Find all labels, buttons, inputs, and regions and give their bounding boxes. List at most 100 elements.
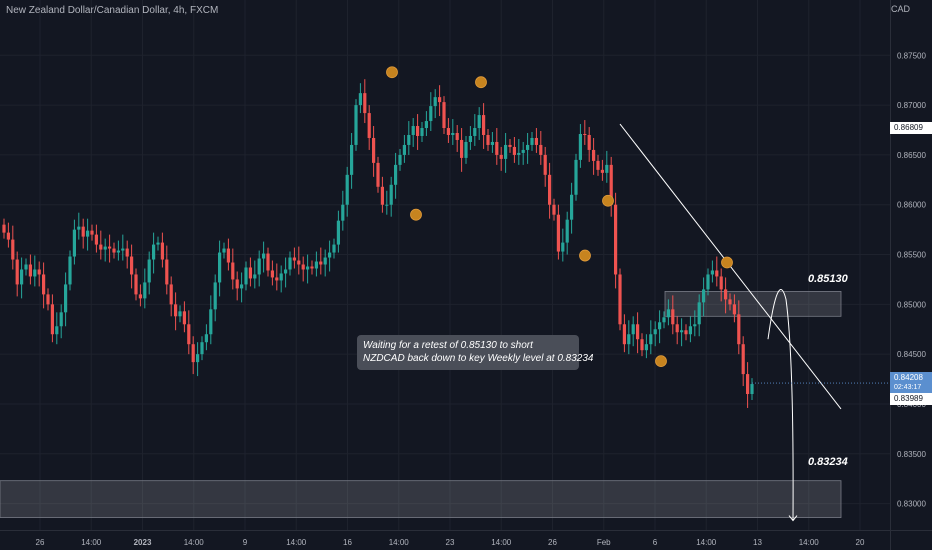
- candle-body: [116, 250, 120, 253]
- candle-body: [231, 262, 235, 280]
- candle-body: [490, 141, 494, 145]
- candle-body: [385, 204, 389, 206]
- candle-body: [468, 135, 472, 142]
- candle-body: [103, 246, 107, 250]
- candle-body: [420, 128, 424, 136]
- candle-body: [147, 259, 151, 283]
- candle-body: [750, 384, 754, 395]
- candle-body: [451, 133, 455, 135]
- swing-marker: [386, 66, 398, 79]
- candle-body: [486, 134, 490, 145]
- candle-body: [121, 248, 125, 251]
- candle-body: [424, 121, 428, 129]
- candle-body: [512, 146, 516, 155]
- candle-body: [332, 244, 336, 253]
- candle-body: [209, 309, 213, 335]
- candle-body: [358, 93, 362, 106]
- candle-body: [143, 282, 147, 299]
- candle-body: [728, 299, 732, 305]
- level-label-lower: 0.83234: [808, 456, 848, 468]
- candle-body: [200, 342, 204, 355]
- candle-body: [380, 186, 384, 205]
- candle-body: [578, 133, 582, 160]
- candle-body: [477, 115, 481, 129]
- x-tick-label: 26: [36, 538, 45, 547]
- candle-body: [55, 326, 59, 335]
- candle-body: [81, 226, 85, 237]
- candle-body: [442, 102, 446, 129]
- candle-body: [416, 126, 420, 136]
- candle-body: [741, 344, 745, 375]
- candle-body: [411, 126, 415, 135]
- candle-body: [270, 270, 274, 278]
- y-tick-label: 0.86500: [897, 151, 926, 160]
- candle-body: [196, 354, 200, 363]
- candle-body: [174, 304, 178, 317]
- candle-body: [77, 226, 81, 230]
- candle-body: [724, 289, 728, 300]
- candle-body: [561, 242, 565, 252]
- candle-body: [684, 330, 688, 335]
- candle-body: [138, 294, 142, 299]
- x-tick-label: 2023: [134, 538, 152, 547]
- candle-body: [631, 324, 635, 335]
- candle-body: [37, 269, 41, 275]
- candle-body: [398, 154, 402, 165]
- candle-body: [565, 219, 569, 243]
- note-line-1: Waiting for a retest of 0.85130 to short: [363, 340, 533, 351]
- candle-body: [86, 230, 90, 237]
- candle-body: [222, 248, 226, 253]
- candle-body: [429, 106, 433, 122]
- candle-body: [262, 253, 266, 259]
- candle-body: [125, 248, 129, 257]
- candle-body: [94, 234, 98, 245]
- swing-marker: [721, 256, 733, 269]
- candle-body: [46, 294, 50, 305]
- candle-body: [596, 160, 600, 170]
- x-tick-label: 16: [343, 538, 352, 547]
- candle-body: [376, 162, 380, 187]
- candle-body: [130, 256, 134, 275]
- candle-body: [662, 317, 666, 323]
- candle-body: [350, 144, 354, 175]
- candle-body: [504, 144, 508, 159]
- candle-body: [622, 324, 626, 345]
- candle-body: [244, 267, 248, 285]
- candle-body: [90, 230, 94, 235]
- candle-body: [292, 257, 296, 261]
- x-tick-label: 14:00: [184, 538, 205, 547]
- candle-body: [248, 267, 252, 279]
- x-tick-label: 13: [753, 538, 762, 547]
- candle-body: [473, 128, 477, 136]
- x-tick-label: 14:00: [286, 538, 307, 547]
- candle-body: [72, 229, 76, 257]
- candle-body: [464, 141, 468, 158]
- candle-body: [517, 152, 521, 155]
- candle-body: [372, 137, 376, 163]
- x-tick-label: 26: [548, 538, 557, 547]
- candle-body: [697, 302, 701, 325]
- candle-body: [737, 314, 741, 345]
- candle-body: [257, 258, 261, 275]
- candle-body: [226, 248, 230, 263]
- x-tick-label: Feb: [597, 538, 611, 547]
- candle-body: [508, 144, 512, 147]
- candle-body: [534, 137, 538, 145]
- candle-body: [187, 324, 191, 345]
- candle-body: [204, 334, 208, 343]
- candle-body: [644, 344, 648, 351]
- y-tick-label: 0.87500: [897, 51, 926, 60]
- candle-body: [693, 324, 697, 327]
- candle-body: [614, 204, 618, 275]
- candle-body: [160, 242, 164, 260]
- candle-body: [336, 220, 340, 245]
- candle-body: [99, 244, 103, 250]
- candle-body: [732, 304, 736, 315]
- candle-body: [42, 274, 46, 295]
- candle-body: [671, 309, 675, 325]
- y-tick-label: 0.84500: [897, 350, 926, 359]
- candle-body: [495, 141, 499, 155]
- x-tick-label: 9: [243, 538, 248, 547]
- y-tick-label: 0.86000: [897, 201, 926, 210]
